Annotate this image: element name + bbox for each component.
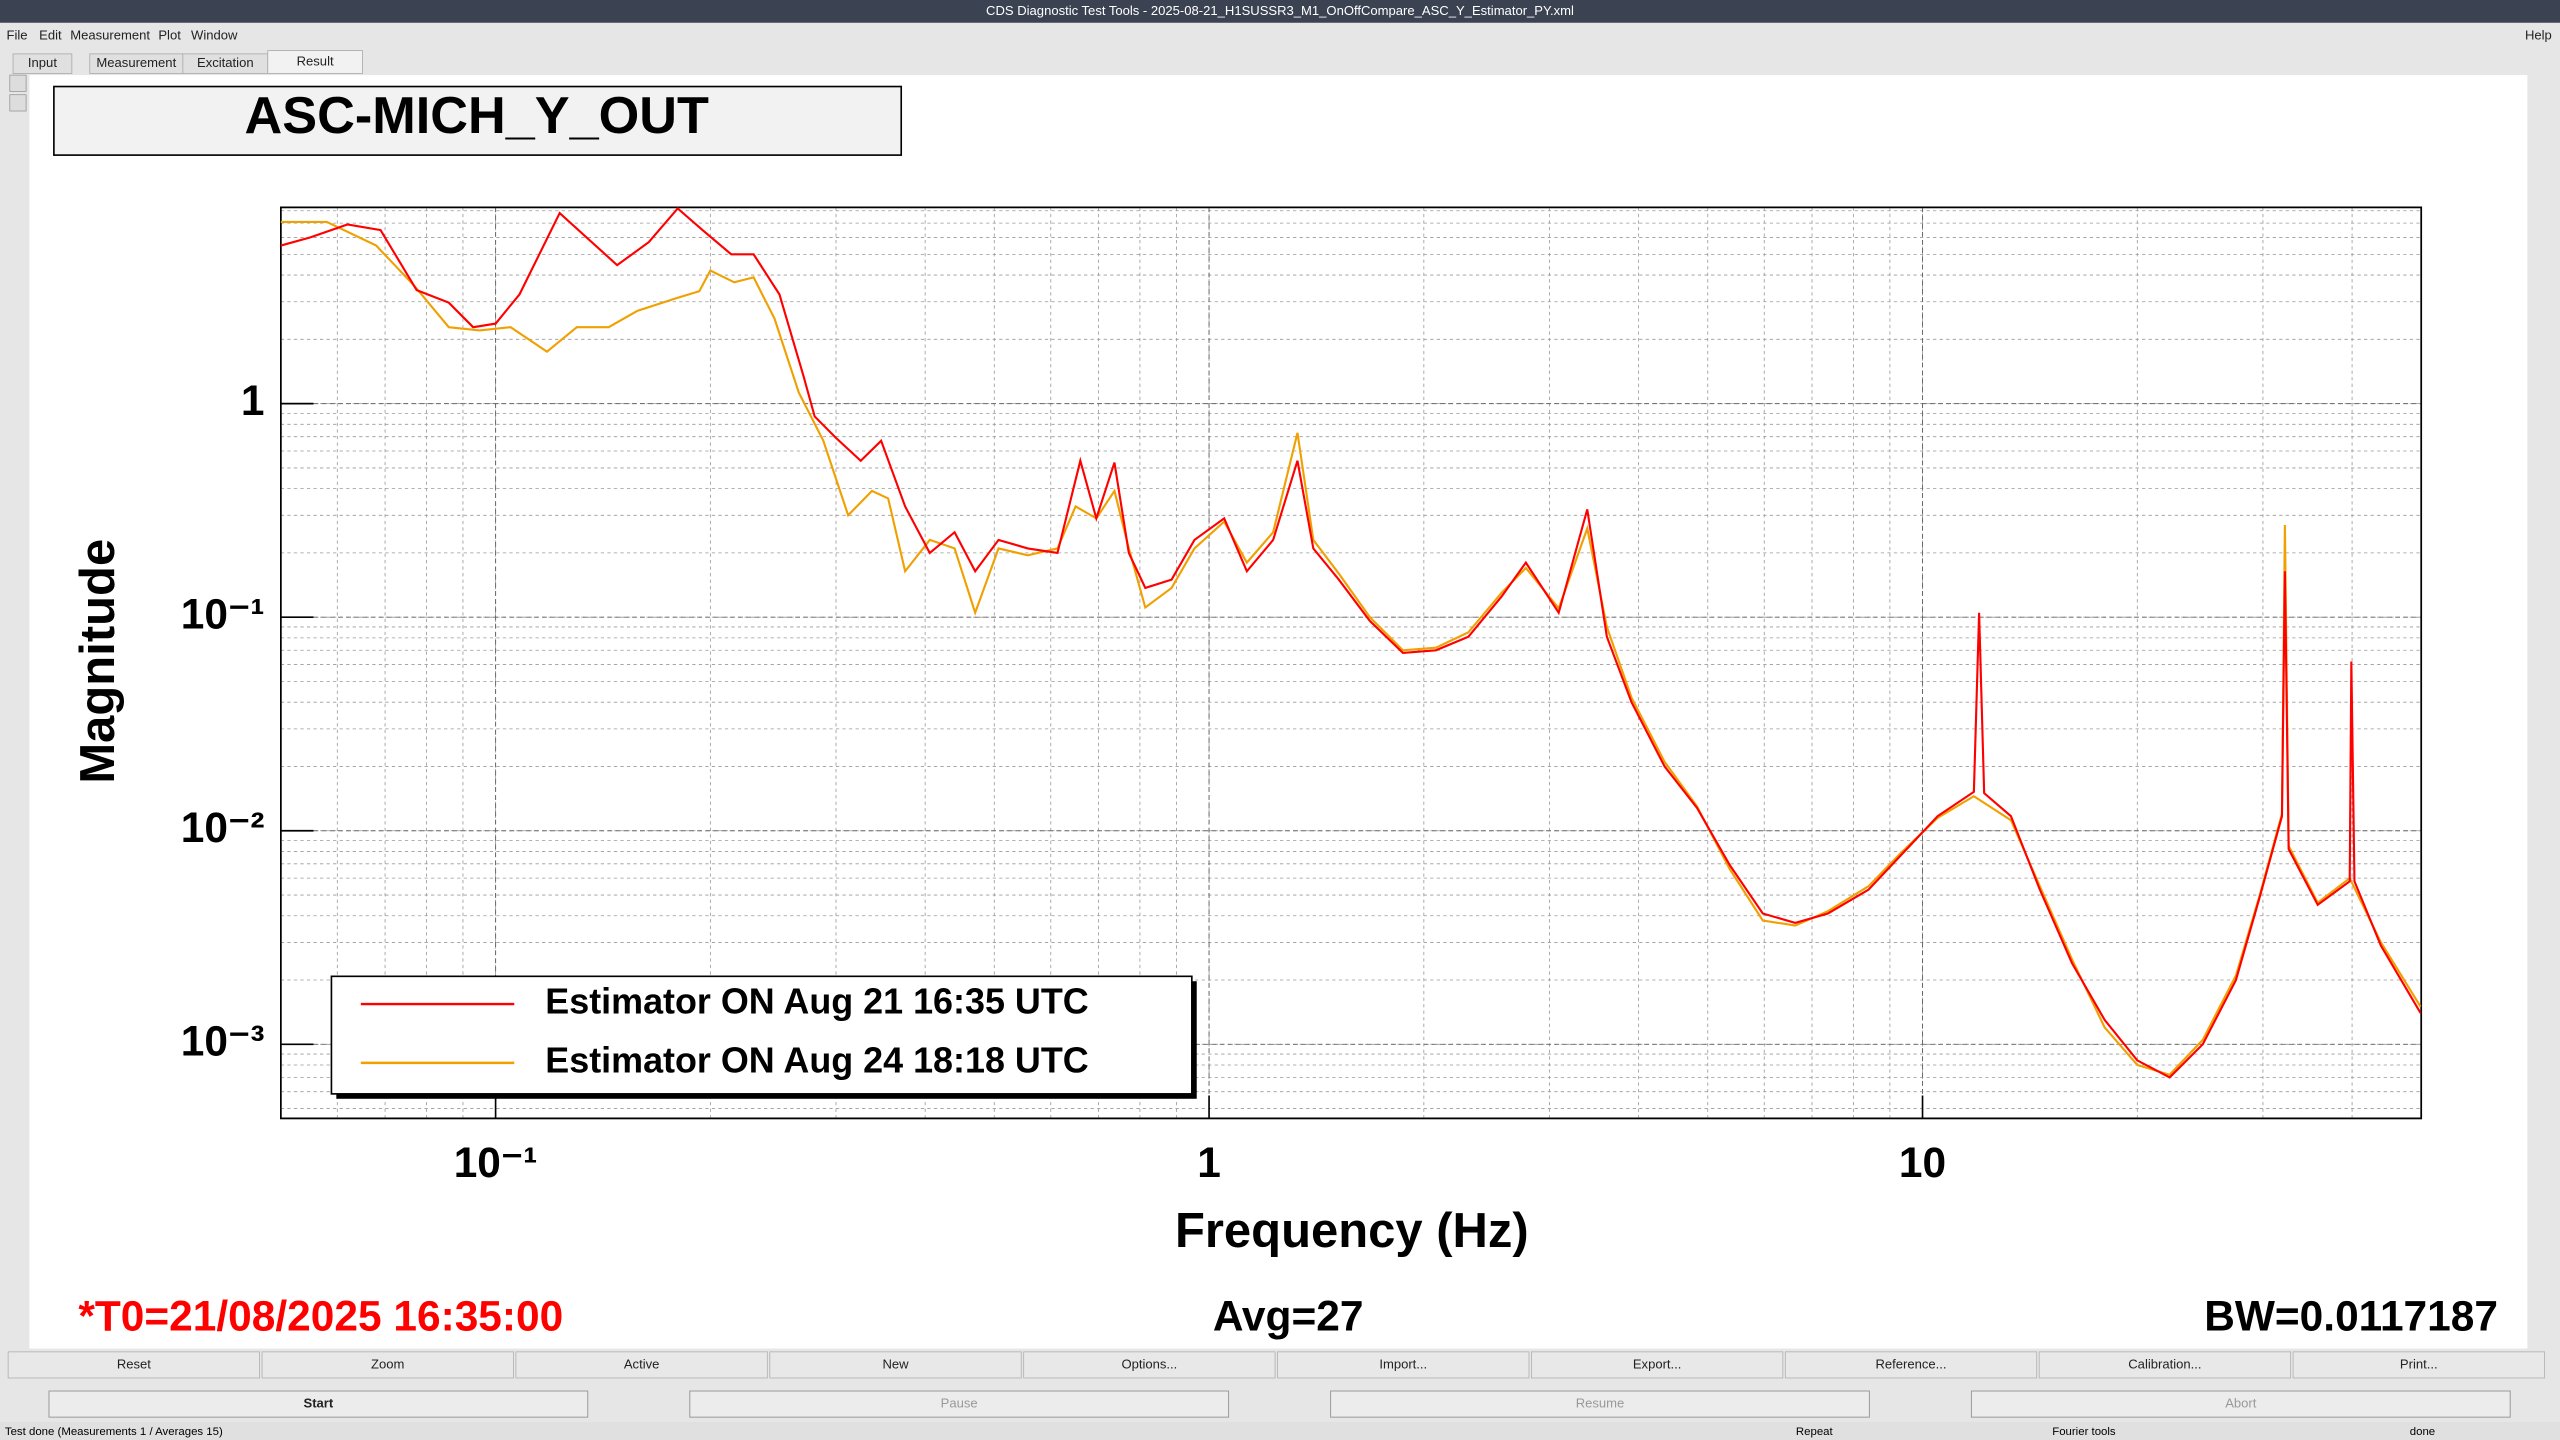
button[interactable]	[2038, 1351, 2292, 1379]
button[interactable]	[769, 1351, 1022, 1379]
control-label[interactable]: Resume	[1576, 1396, 1625, 1411]
status-bar	[0, 1422, 2560, 1440]
status-text: Repeat	[1796, 1426, 1834, 1438]
button-label[interactable]: Export...	[1633, 1356, 1682, 1371]
scroll-arrow[interactable]	[9, 94, 27, 112]
button-label[interactable]: Zoom	[371, 1356, 404, 1371]
y-tick-label: 1	[241, 377, 265, 424]
button-label[interactable]: Options...	[1121, 1356, 1177, 1371]
x-tick-label: 10⁻¹	[454, 1139, 538, 1186]
control-label[interactable]: Abort	[2225, 1396, 2257, 1411]
y-axis-title: Magnitude	[71, 539, 125, 784]
y-tick-label: 10⁻²	[181, 804, 265, 851]
y-tick-label: 10⁻¹	[181, 590, 265, 637]
control-button[interactable]	[48, 1390, 589, 1418]
button-label[interactable]: Import...	[1379, 1356, 1427, 1371]
tab-label[interactable]: Result	[297, 53, 334, 68]
status-text: done	[2410, 1426, 2435, 1438]
status-text: Fourier tools	[2052, 1426, 2116, 1438]
button-label[interactable]: Reference...	[1875, 1356, 1946, 1371]
menu-item[interactable]: Plot	[158, 27, 181, 42]
tab-label[interactable]: Excitation	[197, 55, 254, 70]
scroll-arrow[interactable]	[9, 74, 27, 92]
button[interactable]	[1531, 1351, 1784, 1379]
tab[interactable]	[267, 50, 363, 74]
t0-label: *T0=21/08/2025 16:35:00	[78, 1292, 563, 1339]
button[interactable]	[7, 1351, 260, 1379]
legend-box	[330, 975, 1193, 1095]
legend-label: Estimator ON Aug 21 16:35 UTC	[545, 981, 1088, 1022]
help-menu[interactable]: Help	[2525, 27, 2552, 42]
window-title: CDS Diagnostic Test Tools - 2025-08-21_H…	[986, 3, 1574, 18]
menu-item[interactable]: File	[7, 27, 28, 42]
tab[interactable]	[12, 53, 73, 74]
avg-label: Avg=27	[1213, 1292, 1364, 1339]
plot-border	[280, 206, 2423, 1120]
button-label[interactable]: Reset	[117, 1356, 151, 1371]
button[interactable]	[261, 1351, 514, 1379]
button[interactable]	[1277, 1351, 1530, 1379]
bw-label: BW=0.0117187	[2204, 1292, 2498, 1339]
control-button[interactable]	[1330, 1390, 1870, 1418]
x-axis-title: Frequency (Hz)	[1175, 1204, 1529, 1258]
control-button[interactable]	[1970, 1390, 2511, 1418]
menu-item[interactable]: Edit	[39, 27, 62, 42]
legend-label: Estimator ON Aug 24 18:18 UTC	[545, 1039, 1088, 1080]
series-line	[280, 206, 2422, 1079]
control-button[interactable]	[689, 1390, 1230, 1418]
button[interactable]	[1784, 1351, 2038, 1379]
button[interactable]	[1023, 1351, 1276, 1379]
control-label[interactable]: Pause	[941, 1396, 978, 1411]
menu-item[interactable]: Measurement	[70, 27, 150, 42]
status-text: Test done (Measurements 1 / Averages 15)	[5, 1426, 223, 1438]
control-label[interactable]: Start	[304, 1396, 334, 1411]
button-label[interactable]: Print...	[2400, 1356, 2438, 1371]
title-box	[53, 85, 903, 156]
tab-label[interactable]: Input	[28, 55, 57, 70]
menu-item[interactable]: Window	[191, 27, 238, 42]
chart-title: ASC-MICH_Y_OUT	[245, 87, 709, 145]
title-bar	[0, 0, 2560, 23]
button-label[interactable]: New	[882, 1356, 909, 1371]
x-tick-label: 10	[1899, 1139, 1946, 1186]
menu-bar	[0, 22, 2560, 49]
button[interactable]	[515, 1351, 768, 1379]
y-tick-label: 10⁻³	[181, 1018, 265, 1065]
x-tick-label: 1	[1197, 1139, 1221, 1186]
button[interactable]	[2292, 1351, 2545, 1379]
tab-label[interactable]: Measurement	[96, 55, 176, 70]
button-label[interactable]: Calibration...	[2128, 1356, 2201, 1371]
button-label[interactable]: Active	[624, 1356, 660, 1371]
